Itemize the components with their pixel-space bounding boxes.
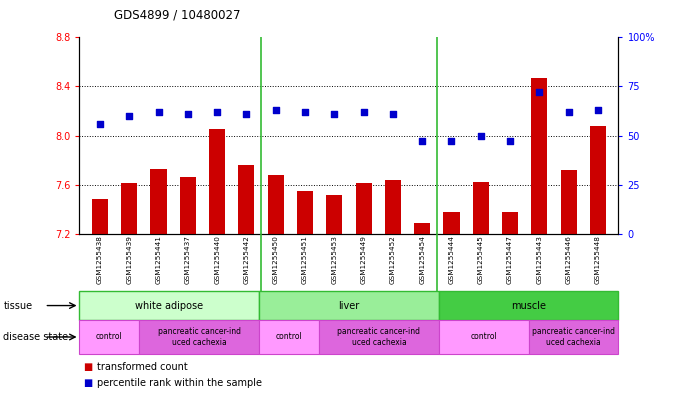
Text: GSM1255438: GSM1255438 <box>97 235 103 285</box>
Bar <box>529 320 618 354</box>
Text: pancreatic cancer-ind
uced cachexia: pancreatic cancer-ind uced cachexia <box>532 327 615 347</box>
Text: pancreatic cancer-ind
uced cachexia: pancreatic cancer-ind uced cachexia <box>158 327 240 347</box>
Text: control: control <box>276 332 303 342</box>
Point <box>95 121 106 127</box>
Point <box>504 138 515 145</box>
Bar <box>238 165 254 234</box>
Bar <box>444 212 460 234</box>
Bar <box>79 320 140 354</box>
Point <box>124 113 135 119</box>
Text: liver: liver <box>339 301 359 310</box>
Text: GSM1255453: GSM1255453 <box>331 235 337 285</box>
Text: GDS4899 / 10480027: GDS4899 / 10480027 <box>114 9 240 22</box>
Bar <box>267 175 284 234</box>
Bar <box>209 129 225 234</box>
Bar <box>140 320 259 354</box>
Text: GSM1255449: GSM1255449 <box>361 235 367 285</box>
Point <box>241 111 252 117</box>
Point <box>153 109 164 115</box>
Text: GSM1255452: GSM1255452 <box>390 235 396 285</box>
Point <box>211 109 223 115</box>
Bar <box>531 78 547 234</box>
Text: percentile rank within the sample: percentile rank within the sample <box>97 378 262 388</box>
Point <box>563 109 574 115</box>
Bar <box>79 291 259 320</box>
Point <box>417 138 428 145</box>
Point <box>182 111 193 117</box>
Text: control: control <box>96 332 123 342</box>
Point <box>534 89 545 95</box>
Text: pancreatic cancer-ind
uced cachexia: pancreatic cancer-ind uced cachexia <box>337 327 420 347</box>
Text: GSM1255451: GSM1255451 <box>302 235 308 285</box>
Text: disease state: disease state <box>3 332 68 342</box>
Bar <box>439 320 529 354</box>
Bar <box>319 320 439 354</box>
Bar <box>326 195 342 234</box>
Text: GSM1255450: GSM1255450 <box>273 235 278 285</box>
Bar <box>560 170 577 234</box>
Bar <box>259 320 319 354</box>
Text: GSM1255440: GSM1255440 <box>214 235 220 285</box>
Text: GSM1255446: GSM1255446 <box>566 235 571 285</box>
Text: tissue: tissue <box>3 301 32 310</box>
Text: GSM1255443: GSM1255443 <box>536 235 542 285</box>
Text: GSM1255441: GSM1255441 <box>155 235 162 285</box>
Bar <box>356 184 372 234</box>
Point <box>446 138 457 145</box>
Bar <box>473 182 489 234</box>
Text: GSM1255454: GSM1255454 <box>419 235 425 285</box>
Bar <box>151 169 167 234</box>
Bar <box>180 177 196 234</box>
Bar <box>259 291 439 320</box>
Bar <box>385 180 401 234</box>
Bar <box>121 184 138 234</box>
Text: GSM1255437: GSM1255437 <box>185 235 191 285</box>
Bar <box>414 223 430 234</box>
Text: control: control <box>471 332 497 342</box>
Point <box>388 111 399 117</box>
Text: transformed count: transformed count <box>97 362 187 373</box>
Point <box>592 107 603 113</box>
Bar <box>297 191 313 234</box>
Point <box>329 111 340 117</box>
Text: ■: ■ <box>83 378 92 388</box>
Point <box>299 109 310 115</box>
Text: muscle: muscle <box>511 301 546 310</box>
Bar <box>92 199 108 234</box>
Text: GSM1255439: GSM1255439 <box>126 235 132 285</box>
Text: GSM1255448: GSM1255448 <box>595 235 601 285</box>
Bar <box>439 291 618 320</box>
Point <box>475 132 486 139</box>
Bar <box>590 126 606 234</box>
Text: GSM1255447: GSM1255447 <box>507 235 513 285</box>
Point <box>358 109 369 115</box>
Point <box>270 107 281 113</box>
Text: GSM1255442: GSM1255442 <box>243 235 249 285</box>
Text: ■: ■ <box>83 362 92 373</box>
Text: white adipose: white adipose <box>135 301 203 310</box>
Text: GSM1255445: GSM1255445 <box>477 235 484 285</box>
Text: GSM1255444: GSM1255444 <box>448 235 455 285</box>
Bar <box>502 212 518 234</box>
